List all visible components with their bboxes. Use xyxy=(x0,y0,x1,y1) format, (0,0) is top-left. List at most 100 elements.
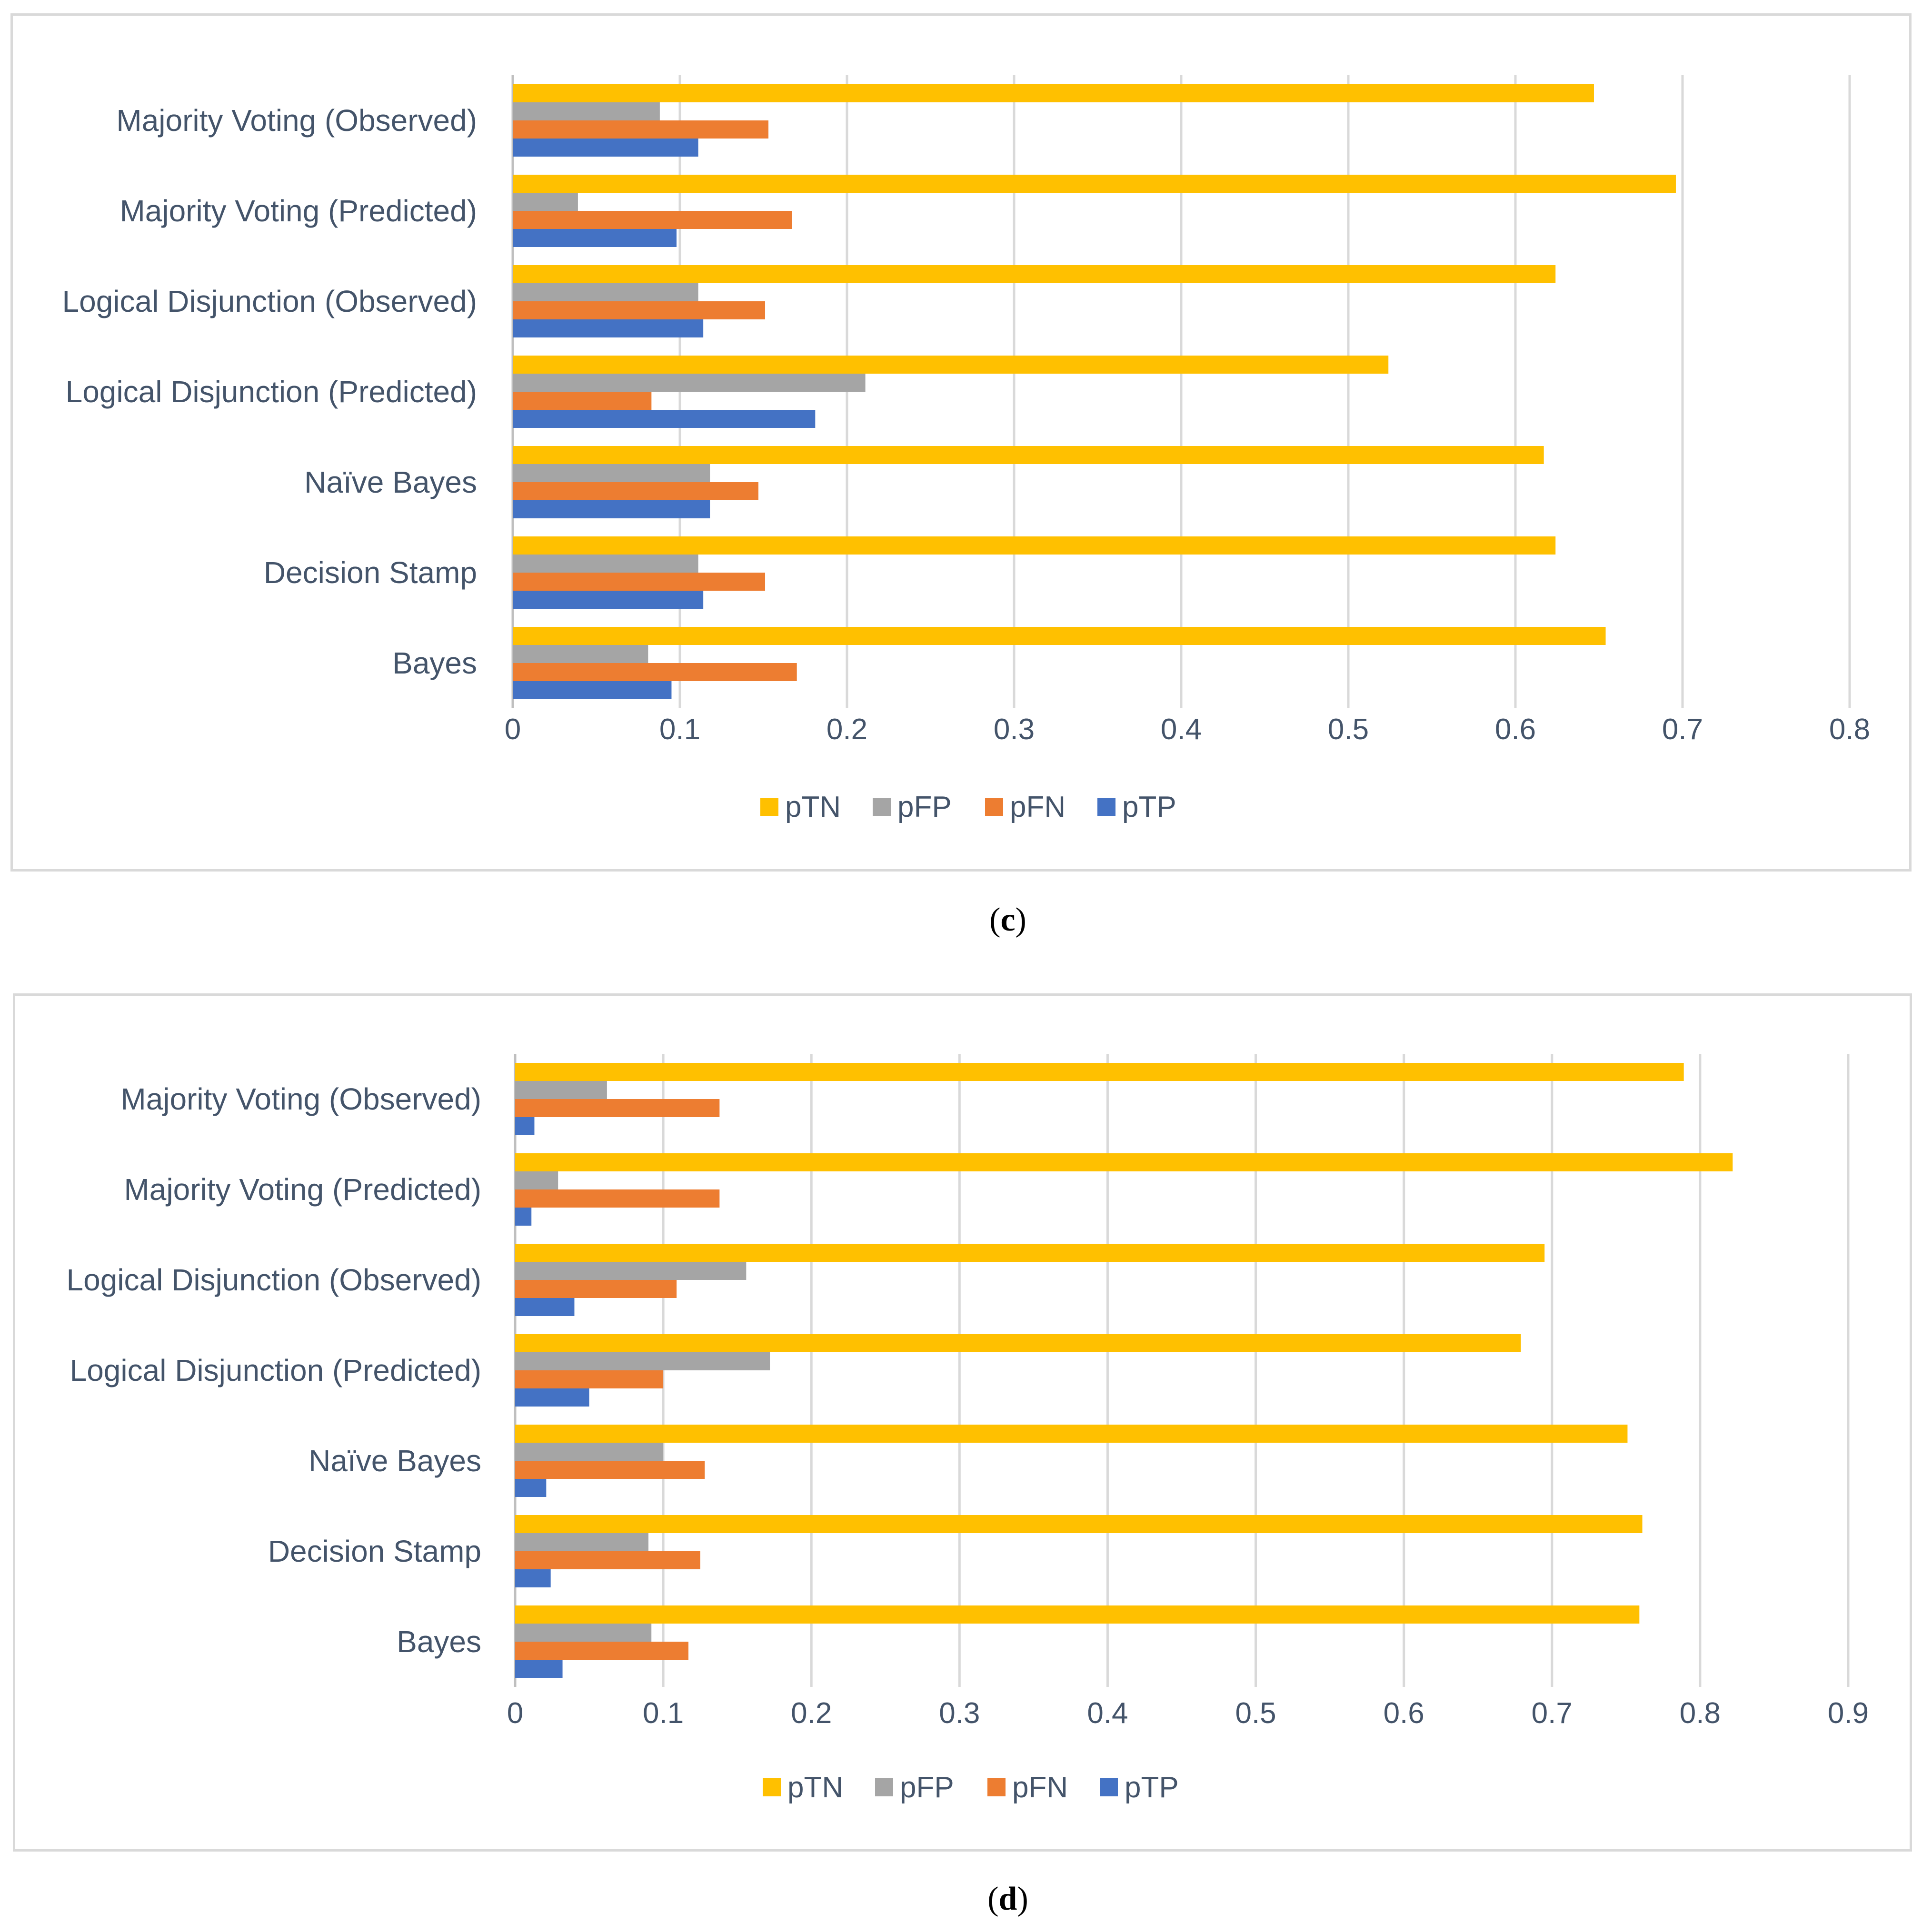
bar-d-pTP-0 xyxy=(515,1117,535,1135)
bar-c-pTN-1 xyxy=(513,175,1676,193)
bar-d-pTP-6 xyxy=(515,1660,563,1678)
bar-d-pFP-4 xyxy=(515,1443,664,1461)
legend-label-d-pFP: pFP xyxy=(900,1771,954,1804)
bar-chart-d: Majority Voting (Observed) Majority Votin… xyxy=(67,1054,1869,1804)
bar-c-pTP-1 xyxy=(513,229,677,247)
legend-swatch-d-pTP xyxy=(1100,1778,1118,1796)
category-label-d-2: Logical Disjunction (Observed) xyxy=(67,1263,482,1297)
bar-d-pFN-4 xyxy=(515,1461,705,1479)
bar-d-pFP-5 xyxy=(515,1533,648,1551)
bar-c-pFP-5 xyxy=(513,555,698,573)
bar-d-pFN-1 xyxy=(515,1189,720,1208)
category-label-c-5: Decision Stamp xyxy=(264,555,477,590)
legend-label-c-pTP: pTP xyxy=(1122,791,1176,823)
x-tick-label-d-8: 0.8 xyxy=(1680,1697,1721,1730)
bar-d-pTP-2 xyxy=(515,1298,575,1316)
category-label-d-4: Naïve Bayes xyxy=(309,1444,481,1478)
category-label-d-6: Bayes xyxy=(397,1625,481,1659)
bar-c-pTN-6 xyxy=(513,627,1606,645)
bar-c-pFP-6 xyxy=(513,645,648,663)
x-tick-label-c-2: 0.2 xyxy=(827,713,867,746)
x-tick-label-c-6: 0.6 xyxy=(1495,713,1536,746)
category-label-d-0: Majority Voting (Observed) xyxy=(120,1082,481,1116)
legend-label-c-pFN: pFN xyxy=(1010,791,1066,823)
bar-c-pTP-4 xyxy=(513,500,710,518)
category-label-c-2: Logical Disjunction (Observed) xyxy=(62,284,478,318)
category-label-d-1: Majority Voting (Predicted) xyxy=(124,1172,481,1207)
bar-c-pTN-5 xyxy=(513,536,1556,555)
bar-d-pFN-5 xyxy=(515,1551,700,1569)
bar-d-pTN-5 xyxy=(515,1515,1643,1533)
x-tick-label-c-4: 0.4 xyxy=(1161,713,1202,746)
x-tick-label-c-0: 0 xyxy=(505,713,521,746)
legend-swatch-d-pFN xyxy=(987,1778,1006,1796)
bar-c-pTP-0 xyxy=(513,139,698,157)
bar-d-pFN-6 xyxy=(515,1642,688,1660)
x-tick-label-d-5: 0.5 xyxy=(1235,1697,1276,1730)
category-label-c-6: Bayes xyxy=(392,646,477,680)
bar-d-pTN-1 xyxy=(515,1153,1733,1171)
legend-label-d-pTP: pTP xyxy=(1125,1771,1179,1804)
bar-d-pFP-1 xyxy=(515,1171,558,1189)
bar-c-pFN-4 xyxy=(513,482,758,500)
bar-d-pTP-5 xyxy=(515,1569,551,1587)
bar-c-pTN-0 xyxy=(513,84,1594,102)
bar-c-pTN-4 xyxy=(513,446,1544,464)
category-label-c-3: Logical Disjunction (Predicted) xyxy=(66,375,477,409)
bar-d-pTN-2 xyxy=(515,1244,1545,1262)
caption-c: (c) xyxy=(989,902,1026,938)
x-tick-label-d-6: 0.6 xyxy=(1384,1697,1424,1730)
bar-c-pFN-2 xyxy=(513,301,766,319)
x-tick-label-d-4: 0.4 xyxy=(1087,1697,1128,1730)
bar-c-pFN-6 xyxy=(513,663,797,681)
legend-swatch-c-pTP xyxy=(1097,798,1115,816)
legend-swatch-c-pTN xyxy=(760,798,778,816)
x-tick-label-c-3: 0.3 xyxy=(994,713,1035,746)
category-label-c-4: Naïve Bayes xyxy=(304,465,477,499)
bar-c-pFP-3 xyxy=(513,374,866,392)
bar-d-pTN-0 xyxy=(515,1063,1684,1081)
category-label-c-0: Majority Voting (Observed) xyxy=(116,103,477,138)
chart-panel-d: Majority Voting (Observed) Majority Votin… xyxy=(13,993,1912,1852)
bar-c-pTN-2 xyxy=(513,265,1556,283)
bar-c-pFP-4 xyxy=(513,464,710,482)
chart-panel-c: Majority Voting (Observed) Majority Votin… xyxy=(10,13,1912,872)
bar-d-pTP-1 xyxy=(515,1208,532,1226)
bar-c-pFP-1 xyxy=(513,193,578,211)
x-tick-label-d-1: 0.1 xyxy=(643,1697,684,1730)
bar-d-pTN-6 xyxy=(515,1605,1640,1624)
bar-c-pFN-3 xyxy=(513,392,652,410)
legend-label-d-pFN: pFN xyxy=(1012,1771,1068,1804)
caption-c-letter: c xyxy=(1000,902,1016,938)
bar-c-pFP-0 xyxy=(513,102,660,120)
bar-d-pFP-2 xyxy=(515,1262,747,1280)
legend-swatch-d-pFP xyxy=(875,1778,893,1796)
bar-c-pFN-1 xyxy=(513,211,792,229)
x-tick-label-d-9: 0.9 xyxy=(1828,1697,1869,1730)
x-tick-label-d-0: 0 xyxy=(507,1697,523,1730)
legend-swatch-c-pFN xyxy=(985,798,1003,816)
x-tick-label-c-1: 0.1 xyxy=(659,713,700,746)
x-tick-label-c-7: 0.7 xyxy=(1662,713,1703,746)
bar-d-pTP-4 xyxy=(515,1479,547,1497)
x-tick-label-d-3: 0.3 xyxy=(939,1697,980,1730)
legend-label-c-pTN: pTN xyxy=(785,791,841,823)
x-tick-label-d-2: 0.2 xyxy=(791,1697,832,1730)
bar-d-pTN-3 xyxy=(515,1334,1521,1352)
category-label-d-5: Decision Stamp xyxy=(268,1534,481,1568)
bar-c-pTN-3 xyxy=(513,356,1389,374)
bar-c-pTP-6 xyxy=(513,681,672,699)
bar-d-pFN-0 xyxy=(515,1099,720,1117)
bar-c-pFP-2 xyxy=(513,283,698,301)
caption-d-letter: d xyxy=(998,1881,1017,1917)
bar-d-pFN-2 xyxy=(515,1280,677,1298)
bar-d-pFP-3 xyxy=(515,1352,770,1370)
x-tick-label-d-7: 0.7 xyxy=(1532,1697,1573,1730)
bar-c-pFN-5 xyxy=(513,573,766,591)
bar-d-pFP-6 xyxy=(515,1624,652,1642)
legend-swatch-d-pTN xyxy=(763,1778,781,1796)
category-label-d-3: Logical Disjunction (Predicted) xyxy=(70,1353,481,1387)
caption-d: (d) xyxy=(987,1881,1028,1917)
bar-c-pFN-0 xyxy=(513,120,769,139)
x-tick-label-c-5: 0.5 xyxy=(1328,713,1369,746)
